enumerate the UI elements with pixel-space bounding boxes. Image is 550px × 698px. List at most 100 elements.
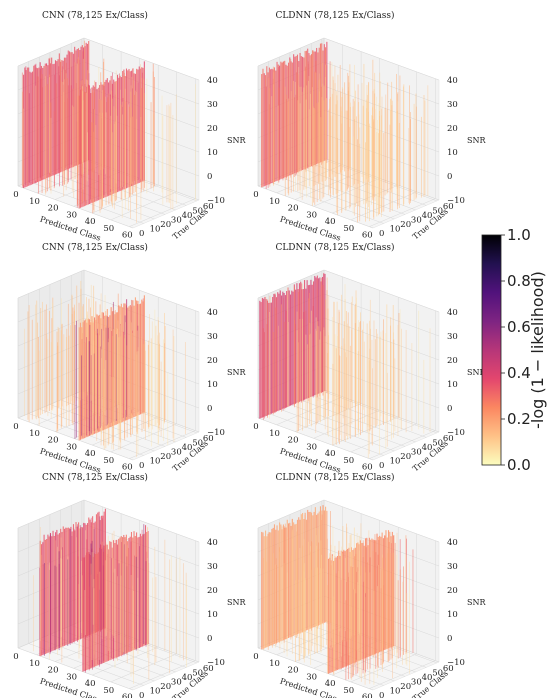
data-layer: [261, 505, 414, 685]
y-tick-label: 0: [379, 461, 384, 471]
z-axis-label: SNR: [467, 136, 486, 145]
grid-line: [257, 647, 374, 691]
panel-title: CNN (78,125 Ex/Class): [42, 242, 148, 253]
y-tick-label: 0: [139, 461, 144, 471]
grid-line: [17, 293, 200, 337]
y-tick-label: 10: [150, 224, 161, 234]
z-tick-label: 10: [207, 148, 218, 158]
x-tick-label: 0: [253, 422, 258, 432]
z-tick-label: 0: [447, 172, 452, 182]
colorbar-tick-label: 0.6: [507, 318, 531, 336]
data-layer: [259, 273, 431, 458]
y-tick-label: 40: [182, 673, 193, 683]
grid-line: [311, 395, 427, 438]
y-tick-label: 60: [203, 202, 214, 212]
y-tick-label: 30: [411, 677, 422, 687]
y-tick-label: 20: [160, 682, 171, 692]
x-tick-label: 50: [343, 686, 354, 696]
y-tick-label: 30: [171, 447, 182, 457]
x-tick-label: 60: [362, 463, 373, 473]
z-axis-label: SNR: [467, 368, 486, 377]
z-axis-label: SNR: [467, 598, 486, 607]
x-tick-label: 0: [13, 422, 18, 432]
x-tick-label: 10: [269, 659, 280, 669]
z-tick-label: −10: [447, 428, 465, 438]
x-tick-label: 30: [66, 442, 77, 452]
y-tick-label: 10: [150, 456, 161, 466]
z-axis-label: SNR: [227, 136, 246, 145]
x-tick-label: 50: [343, 456, 354, 466]
x-tick-label: 60: [122, 693, 133, 698]
y-tick-label: 50: [192, 206, 203, 216]
y-tick-label: 40: [182, 211, 193, 221]
z-tick-label: 20: [207, 124, 218, 134]
panel-title: CNN (78,125 Ex/Class): [42, 472, 148, 483]
z-tick-label: 40: [207, 538, 218, 548]
y-tick-label: 50: [432, 438, 443, 448]
z-tick-label: 40: [207, 308, 218, 318]
x-tick-label: 0: [13, 652, 18, 662]
x-tick-label: 50: [103, 224, 114, 234]
x-tick-label: 40: [325, 217, 336, 227]
grid-line: [17, 317, 200, 361]
colorbar-ticks: 0.0 0.2 0.4 0.6 0.8 1.0: [501, 226, 531, 474]
colorbar: 0.0 0.2 0.4 0.6 0.8 1.0 -log (1 − likelihood): [481, 226, 547, 474]
z-tick-label: 0: [447, 404, 452, 414]
panel-title: CLDNN (78,125 Ex/Class): [275, 10, 394, 21]
z-tick-label: 0: [447, 634, 452, 644]
z-tick-label: 30: [207, 100, 218, 110]
y-tick-label: 10: [150, 686, 161, 696]
x-tick-label: 20: [48, 204, 59, 214]
x-tick-label: 20: [48, 666, 59, 676]
y-tick-label: 0: [139, 691, 144, 698]
y-tick-label: 60: [203, 434, 214, 444]
y-tick-label: 40: [182, 443, 193, 453]
panel-title: CLDNN (78,125 Ex/Class): [275, 242, 394, 253]
y-tick-label: 0: [379, 229, 384, 239]
x-tick-label: 50: [343, 224, 354, 234]
colorbar-tick-label: 0.8: [507, 272, 531, 290]
colorbar-tick-label: 1.0: [507, 226, 531, 244]
x-tick-label: 10: [29, 659, 40, 669]
z-tick-label: −10: [447, 658, 465, 668]
x-tick-label: 10: [269, 197, 280, 207]
z-tick-label: 10: [207, 610, 218, 620]
data-layer: [23, 280, 186, 458]
grid-line: [279, 638, 395, 682]
x-tick-label: 10: [29, 429, 40, 439]
grid-line: [257, 37, 440, 81]
y-tick-label: 20: [160, 452, 171, 462]
data-layer: [33, 508, 187, 684]
x-tick-label: 30: [306, 672, 317, 682]
z-tick-label: 30: [447, 562, 458, 572]
grid-line: [17, 269, 200, 313]
y-tick-label: 60: [443, 434, 454, 444]
x-tick-label: 30: [306, 442, 317, 452]
x-tick-label: 60: [362, 231, 373, 241]
y-tick-label: 50: [432, 668, 443, 678]
z-tick-label: 20: [447, 356, 458, 366]
z-tick-label: 10: [207, 380, 218, 390]
z-tick-label: 30: [207, 562, 218, 572]
y-tick-label: 10: [390, 456, 401, 466]
x-tick-label: 0: [253, 652, 258, 662]
y-tick-label: 30: [411, 215, 422, 225]
grid-line: [17, 185, 134, 229]
grid-line: [257, 499, 440, 543]
panel-title: CNN (78,125 Ex/Class): [42, 10, 148, 21]
y-tick-label: 50: [192, 668, 203, 678]
z-tick-label: 10: [447, 148, 458, 158]
colorbar-label: -log (1 − likelihood): [528, 271, 547, 429]
x-tick-label: 40: [85, 679, 96, 689]
x-tick-label: 40: [325, 679, 336, 689]
colorbar-gradient: [481, 234, 502, 466]
data-layer: [261, 41, 429, 223]
grid-line: [257, 417, 374, 461]
colorbar-tick-label: 0.0: [507, 456, 531, 474]
x-tick-label: 50: [103, 456, 114, 466]
